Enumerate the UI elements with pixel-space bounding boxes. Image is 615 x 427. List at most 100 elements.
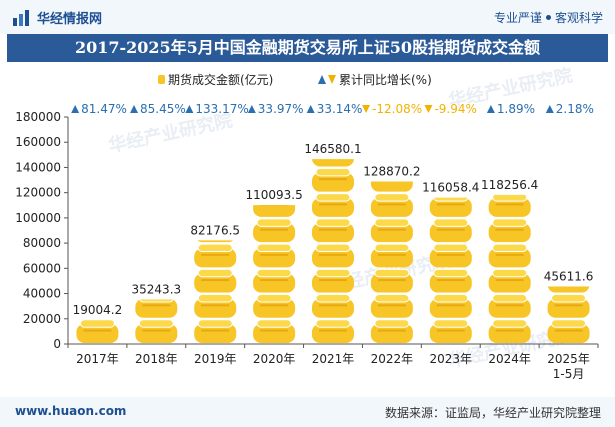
pot-icon (488, 319, 531, 343)
pot-rim (374, 268, 410, 278)
pot-rim (433, 268, 469, 278)
pot-rim (374, 218, 410, 227)
pot-band (495, 253, 524, 256)
pot-icon (429, 319, 472, 343)
pot-body (197, 240, 234, 243)
pot-body (429, 197, 472, 217)
bar-value-label: 45611.6 (544, 269, 594, 283)
bars (76, 159, 590, 343)
down-arrow-icon (362, 105, 371, 113)
growth-item: 33.14% (306, 102, 362, 116)
pot-icon (194, 268, 237, 293)
bar-2018年 (135, 299, 178, 343)
growth-label: -12.08% (372, 102, 422, 116)
pot-body (194, 323, 237, 343)
pot-band (201, 253, 230, 256)
pot-body (370, 223, 413, 243)
pot-body (253, 223, 296, 243)
pot-icon (488, 218, 531, 243)
pot-icon (194, 243, 237, 268)
growth-labels: 81.47% 85.45% 133.17% 33.97% 33.14% -12.08% -9… (71, 102, 594, 116)
pot-icon (488, 268, 531, 293)
pot-rim (197, 294, 233, 303)
pot-rim (256, 319, 292, 328)
pot-icon (194, 294, 237, 318)
pot-icon (253, 294, 296, 318)
pot-icon (253, 218, 296, 243)
pot-rim (315, 193, 351, 202)
pot-icon (370, 319, 413, 343)
pot-icon (312, 159, 354, 167)
pot-body (312, 223, 354, 243)
pot-icon (547, 286, 590, 293)
pot-band (201, 279, 230, 282)
pot-body (312, 172, 354, 192)
bar-value-label: 128870.2 (363, 164, 420, 178)
pot-body (370, 248, 413, 268)
pot-body (488, 248, 531, 268)
footer-url[interactable]: www.huaon.com (15, 404, 127, 418)
bar-value-label: 146580.1 (304, 142, 361, 156)
pot-band (377, 279, 406, 282)
pot-band (319, 203, 347, 206)
pot-icon (429, 243, 472, 268)
pot-rim (256, 243, 292, 253)
pot-rim (315, 167, 351, 177)
pot-icon (312, 243, 354, 268)
pot-rim (492, 243, 528, 253)
pot-band (436, 253, 465, 256)
up-arrow-icon (318, 75, 326, 84)
pot-rim (433, 294, 469, 303)
x-tick-label: 2019年 (194, 352, 237, 366)
pot-body (429, 298, 472, 318)
growth-item: 33.97% (247, 102, 304, 116)
pot-body (253, 205, 296, 217)
logo[interactable]: 华经情报网 (13, 8, 102, 27)
pot-rim (374, 243, 410, 253)
pot-icon (253, 243, 296, 268)
up-arrow-icon (247, 105, 256, 113)
bar-2019年 (194, 240, 237, 343)
pot-rim (197, 243, 233, 253)
pot-body (488, 323, 531, 343)
bar-2022年 (370, 181, 413, 343)
bar-pots (488, 194, 531, 343)
pot-body (429, 323, 472, 343)
bar-pots (370, 181, 413, 343)
y-tick-label: 40000 (23, 287, 61, 301)
chart: 华经产业研究院华经产业研究院华经产业研究院华经产业研究院 02000040000… (15, 64, 599, 381)
pot-icon (312, 319, 354, 343)
growth-label: 85.45% (140, 102, 186, 116)
pot-band (260, 279, 289, 282)
pot-icon (312, 193, 354, 217)
pot-icon (547, 319, 590, 343)
pot-icon (135, 299, 178, 318)
growth-label: 1.89% (497, 102, 535, 116)
pot-band (436, 279, 465, 282)
pot-rim (492, 319, 528, 328)
pot-band (554, 329, 583, 332)
pot-band (554, 304, 583, 307)
pot-rim (138, 319, 174, 328)
pot-band (377, 203, 406, 206)
bar-value-label: 110093.5 (245, 188, 302, 202)
pot-band (436, 304, 465, 307)
pot-icon (312, 167, 354, 192)
growth-item: 133.17% (185, 102, 249, 116)
pot-rim (315, 319, 351, 328)
pot-body (488, 223, 531, 243)
pot-rim (197, 268, 233, 278)
bar-pots (253, 205, 296, 343)
pot-icon (194, 319, 237, 343)
pot-body (253, 248, 296, 268)
pot-band (201, 329, 230, 332)
pot-icon (370, 218, 413, 243)
bar-2021年 (312, 159, 354, 343)
pot-body (370, 298, 413, 318)
pot-band (201, 304, 230, 307)
growth-label: 81.47% (81, 102, 127, 116)
pot-icon (253, 319, 296, 343)
legend-item-growth: 累计同比增长(%) (318, 73, 432, 87)
growth-label: 33.97% (258, 102, 304, 116)
pot-body (312, 298, 354, 318)
